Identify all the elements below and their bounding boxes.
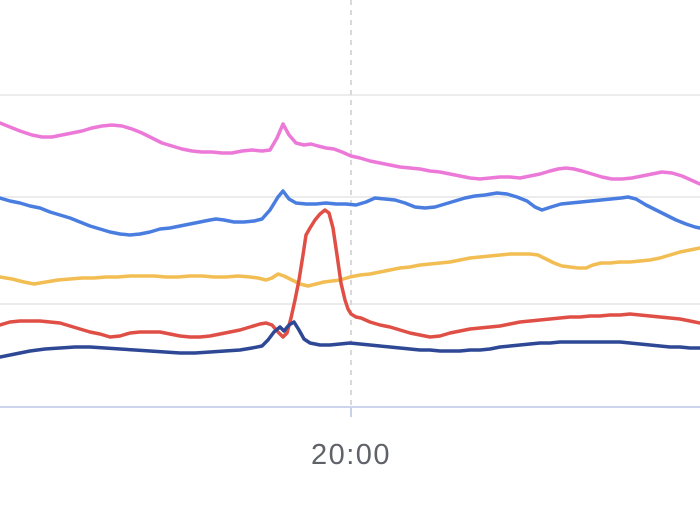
series-line-blue — [0, 189, 700, 237]
series-line-navy — [0, 320, 700, 359]
axis-layer — [0, 406, 700, 417]
series-line-red — [0, 208, 700, 339]
series-line-yellow — [0, 246, 700, 288]
series-layer — [0, 121, 700, 359]
series-line-pink — [0, 121, 700, 186]
x-axis-tick-label: 20:00 — [311, 439, 391, 471]
